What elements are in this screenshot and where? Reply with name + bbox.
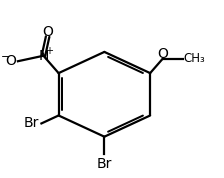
Text: O: O: [5, 54, 16, 68]
Text: −: −: [1, 52, 11, 62]
Text: Br: Br: [24, 116, 39, 130]
Text: Br: Br: [97, 157, 112, 171]
Text: O: O: [42, 25, 53, 39]
Text: CH₃: CH₃: [184, 52, 205, 65]
Text: O: O: [157, 47, 168, 61]
Text: +: +: [45, 46, 53, 56]
Text: N: N: [38, 49, 49, 63]
